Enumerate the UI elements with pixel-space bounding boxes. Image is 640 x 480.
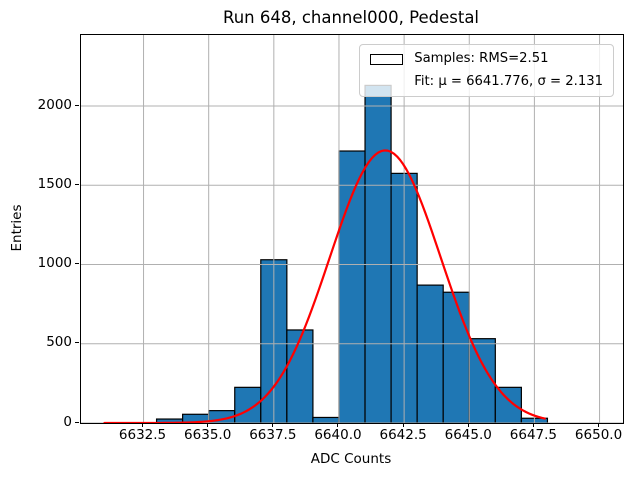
fit-line-swatch-icon: [370, 81, 403, 84]
samples-swatch-icon: [370, 53, 404, 65]
x-axis-label: ADC Counts: [310, 451, 392, 467]
x-tick-label: 6647.5: [509, 427, 558, 443]
x-tick-label: 6640.0: [314, 427, 362, 443]
x-tick-label: 6637.5: [249, 427, 297, 443]
x-tick-label: 6632.5: [118, 427, 167, 443]
legend: Samples: RMS=2.51 Fit: μ = 6641.776, σ =…: [359, 44, 614, 97]
x-tick-label: 6642.5: [379, 427, 427, 443]
x-tick-mark: [272, 423, 274, 427]
x-tick-label: 6645.0: [444, 427, 492, 443]
x-tick-mark: [532, 423, 534, 427]
legend-entry-fit: Fit: μ = 6641.776, σ = 2.131: [370, 74, 603, 90]
chart-title: Run 648, channel000, Pedestal: [222, 8, 480, 27]
plot-area: Samples: RMS=2.51 Fit: μ = 6641.776, σ =…: [80, 34, 624, 424]
y-tick-label: 0: [63, 413, 72, 430]
x-tick-mark: [402, 423, 404, 427]
histogram-bar: [312, 416, 340, 423]
y-tick-label: 2000: [37, 96, 72, 113]
legend-entry-samples: Samples: RMS=2.51: [370, 51, 603, 67]
y-tick-mark: [75, 183, 79, 185]
histogram-canvas: [81, 35, 623, 423]
x-tick-label: 6650.0: [574, 427, 623, 443]
legend-label-fit: Fit: μ = 6641.776, σ = 2.131: [414, 74, 603, 89]
y-tick-label: 1000: [37, 255, 72, 271]
y-tick-label: 500: [46, 334, 72, 351]
y-tick-label: 1500: [37, 175, 72, 192]
legend-label-samples: Samples: RMS=2.51: [414, 51, 549, 66]
x-tick-mark: [467, 423, 469, 427]
x-tick-mark: [142, 423, 144, 427]
y-tick-mark: [75, 421, 79, 423]
x-tick-mark: [598, 423, 600, 427]
x-tick-label: 6635.0: [184, 427, 232, 443]
histogram-bar: [416, 284, 444, 423]
histogram-bar: [442, 291, 470, 423]
x-tick-mark: [337, 423, 339, 427]
histogram-bar: [468, 338, 496, 423]
y-tick-mark: [75, 342, 79, 344]
y-tick-mark: [75, 263, 79, 264]
histogram-bar: [494, 386, 522, 423]
gaussian-fit-curve: [103, 149, 546, 423]
x-tick-mark: [207, 423, 209, 427]
histogram-bar: [364, 84, 392, 423]
y-tick-mark: [75, 104, 79, 106]
histogram-bar: [338, 150, 366, 423]
